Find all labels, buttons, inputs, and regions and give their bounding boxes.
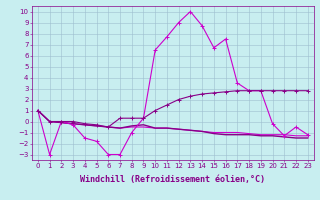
X-axis label: Windchill (Refroidissement éolien,°C): Windchill (Refroidissement éolien,°C) (80, 175, 265, 184)
